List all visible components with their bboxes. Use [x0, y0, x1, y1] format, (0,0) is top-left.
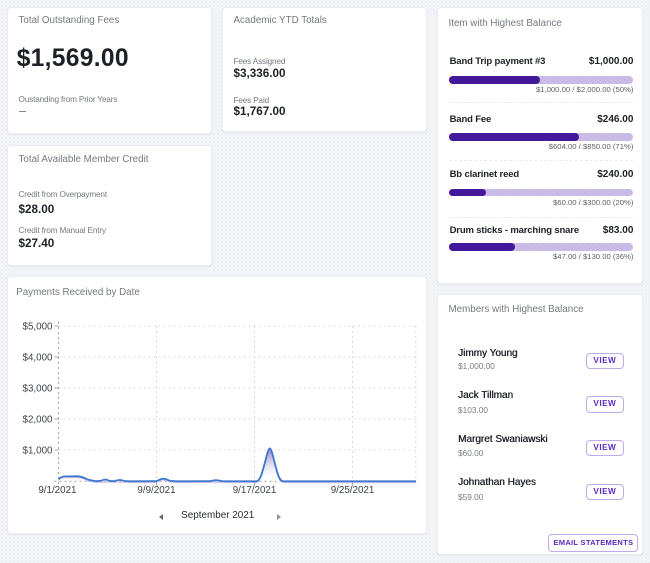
svg-text:9/1/2021: 9/1/2021: [38, 485, 76, 496]
svg-text:9/17/2021: 9/17/2021: [233, 485, 277, 496]
svg-text:$5,000: $5,000: [23, 322, 54, 333]
svg-text:9/25/2021: 9/25/2021: [331, 485, 375, 496]
svg-text:$4,000: $4,000: [23, 353, 54, 364]
svg-text:$2,000: $2,000: [23, 415, 54, 426]
svg-text:$3,000: $3,000: [23, 384, 54, 395]
svg-text:$1,000: $1,000: [23, 446, 54, 457]
svg-text:9/9/2021: 9/9/2021: [137, 485, 175, 496]
